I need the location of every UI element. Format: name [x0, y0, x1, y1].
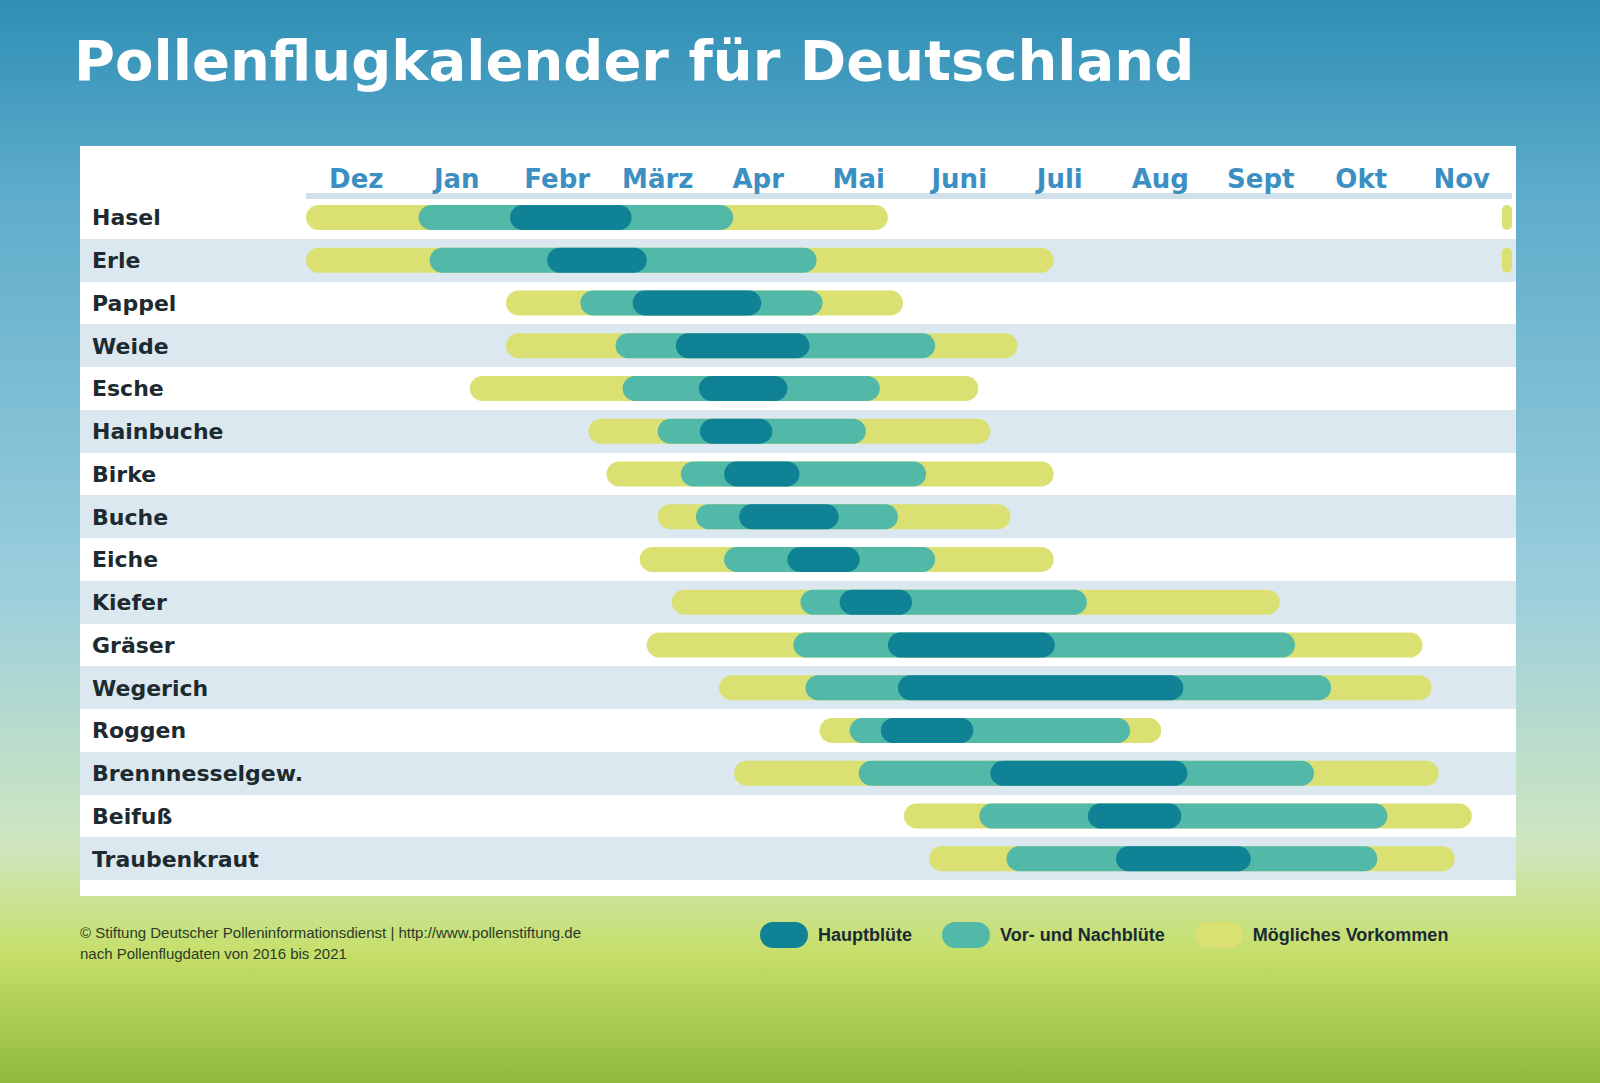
svg-text:März: März [622, 164, 693, 194]
svg-text:Dez: Dez [329, 164, 383, 194]
svg-text:Eiche: Eiche [92, 547, 158, 572]
svg-text:Erle: Erle [92, 248, 140, 273]
svg-text:Esche: Esche [92, 376, 164, 401]
svg-text:Gräser: Gräser [92, 633, 175, 658]
svg-text:Wegerich: Wegerich [92, 676, 208, 701]
svg-text:Sept: Sept [1227, 164, 1294, 194]
html-text:nach Pollenflugdaten von 2016: nach Pollenflugdaten von 2016 bis 2021 [80, 945, 347, 962]
svg-text:Hasel: Hasel [92, 205, 161, 230]
html-text:Vor- und Nachblüte: Vor- und Nachblüte [1000, 924, 1165, 945]
svg-text:Aug: Aug [1132, 164, 1189, 194]
svg-text:Juni: Juni [929, 164, 987, 194]
svg-text:Mai: Mai [833, 164, 885, 194]
svg-text:Febr: Febr [524, 164, 590, 194]
svg-text:Roggen: Roggen [92, 718, 186, 743]
svg-text:Apr: Apr [732, 164, 784, 194]
svg-text:Beifuß: Beifuß [92, 804, 172, 829]
html-text:© Stiftung Deutscher Polleninf: © Stiftung Deutscher Polleninformationsd… [80, 924, 582, 941]
svg-text:Buche: Buche [92, 505, 168, 530]
svg-text:Traubenkraut: Traubenkraut [92, 847, 259, 872]
svg-text:Okt: Okt [1335, 164, 1387, 194]
html-text:Hauptblüte: Hauptblüte [818, 924, 912, 945]
svg-text:Kiefer: Kiefer [92, 590, 167, 615]
svg-text:Pappel: Pappel [92, 291, 176, 316]
svg-text:Hainbuche: Hainbuche [92, 419, 224, 444]
svg-text:Weide: Weide [92, 334, 169, 359]
html-text:Pollenflugkalender für Deutsch: Pollenflugkalender für Deutschland [74, 28, 1195, 93]
svg-text:Birke: Birke [92, 462, 156, 487]
svg-text:Brennnesselgew.: Brennnesselgew. [92, 761, 303, 786]
svg-text:Juli: Juli [1035, 164, 1083, 194]
svg-text:Jan: Jan [432, 164, 480, 194]
html-text:Mögliches Vorkommen: Mögliches Vorkommen [1252, 924, 1449, 945]
svg-text:Nov: Nov [1433, 164, 1490, 194]
